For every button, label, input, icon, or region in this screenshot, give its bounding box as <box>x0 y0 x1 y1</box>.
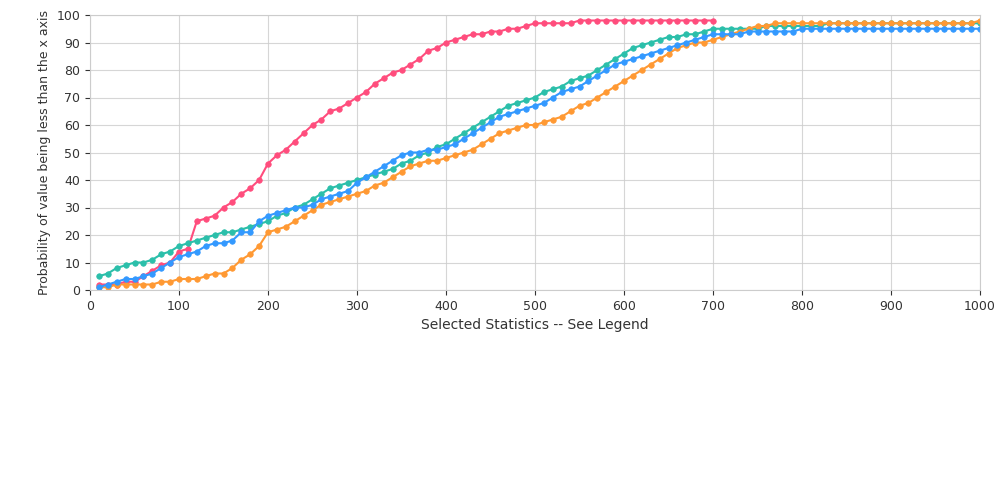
X-axis label: Selected Statistics -- See Legend: Selected Statistics -- See Legend <box>421 318 649 332</box>
Y-axis label: Probability of value being less than the x axis: Probability of value being less than the… <box>38 10 51 295</box>
